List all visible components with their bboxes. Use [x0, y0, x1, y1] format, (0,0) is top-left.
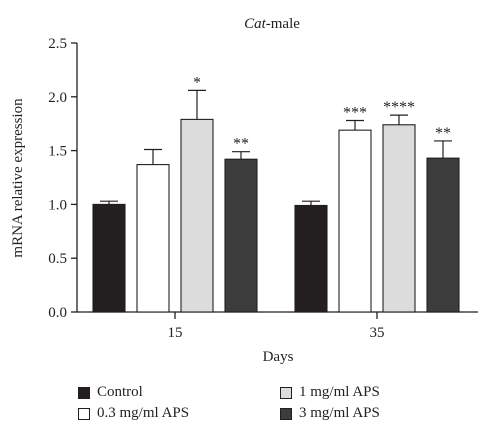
significance-label: **** — [383, 99, 415, 116]
y-tick-label: 2.5 — [48, 36, 67, 52]
y-tick-label: 0.0 — [48, 305, 67, 321]
significance-label: ** — [435, 125, 451, 142]
legend-item-3-aps: 3 mg/ml APS — [280, 405, 380, 422]
legend-item-0-3-aps: 0.3 mg/ml APS — [78, 405, 189, 422]
legend-label-0-3-aps: 0.3 mg/ml APS — [97, 405, 190, 421]
chart-title: Cat-male — [244, 16, 300, 32]
x-tick-label: 35 — [370, 325, 385, 341]
bar — [294, 204, 328, 313]
y-tick-label: 1.0 — [48, 197, 67, 213]
bar — [180, 118, 214, 313]
legend-label-1-aps: 1 mg/ml APS — [299, 384, 380, 400]
x-tick-label: 15 — [168, 325, 183, 341]
legend-swatch-control — [78, 386, 90, 399]
legend-swatch-3-aps — [280, 407, 292, 420]
legend-swatch-0-3-aps — [78, 407, 90, 420]
bar — [338, 129, 372, 313]
y-axis-label: mRNA relative expression — [10, 98, 26, 258]
bar — [136, 164, 170, 313]
bar — [92, 203, 126, 313]
chart-title-italic: Cat — [244, 16, 267, 32]
bars: ****** ****** — [92, 74, 460, 313]
legend-label-control: Control — [97, 384, 143, 400]
y-tick-label: 1.5 — [48, 144, 67, 160]
y-tick-label: 0.5 — [48, 251, 67, 267]
legend-item-control: Control — [78, 384, 143, 401]
chart-svg: Cat-male 0.00.51.01.52.02.515 35 ****** **… — [10, 16, 478, 365]
x-axis-label: Days — [263, 349, 294, 365]
y-tick-label: 2.0 — [48, 90, 67, 106]
bar — [224, 158, 258, 313]
legend-swatch-1-aps — [280, 386, 292, 399]
significance-label: ** — [233, 136, 249, 153]
bar — [382, 124, 416, 313]
bar — [426, 157, 460, 313]
legend-label-3-aps: 3 mg/ml APS — [299, 405, 380, 421]
significance-label: * — [193, 74, 201, 91]
chart-title-rest: -male — [266, 16, 300, 32]
significance-label: *** — [343, 104, 367, 121]
legend-item-1-aps: 1 mg/ml APS — [280, 384, 380, 401]
